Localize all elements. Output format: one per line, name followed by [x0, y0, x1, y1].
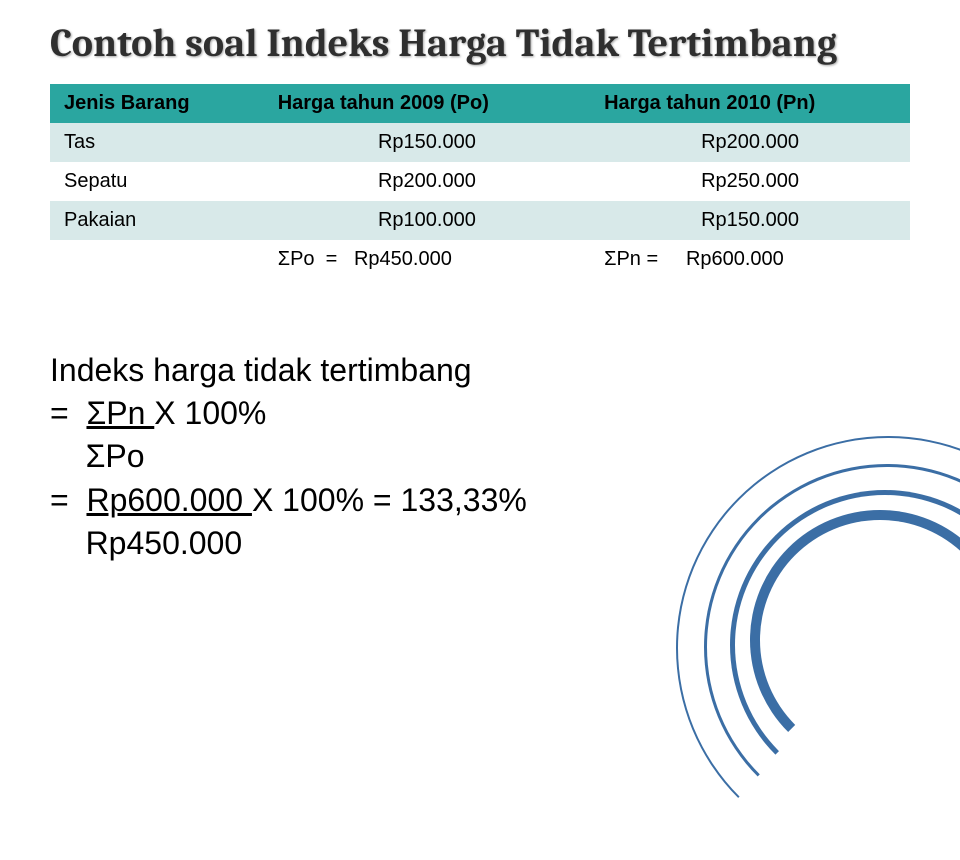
- table-sum-row: ΣPo = Rp450.000 ΣPn = Rp600.000: [50, 240, 910, 309]
- formula-block: Indeks harga tidak tertimbang = ΣPn X 10…: [50, 349, 910, 565]
- cell-po: Rp150.000: [264, 123, 590, 162]
- col-header-jenis: Jenis Barang: [50, 84, 264, 123]
- rest: X 100%: [154, 395, 266, 431]
- numerator: Rp600.000: [86, 482, 251, 518]
- cell-jenis: Tas: [50, 123, 264, 162]
- cell-jenis: [50, 240, 264, 309]
- rest: X 100% = 133,33%: [252, 482, 527, 518]
- cell-po: Rp200.000: [264, 162, 590, 201]
- formula-line1: Indeks harga tidak tertimbang: [50, 349, 910, 392]
- denominator: Rp450.000: [86, 525, 243, 561]
- denominator: ΣPo: [86, 438, 145, 474]
- formula-line5: Rp450.000: [50, 522, 910, 565]
- price-table: Jenis Barang Harga tahun 2009 (Po) Harga…: [50, 84, 910, 309]
- cell-jenis: Sepatu: [50, 162, 264, 201]
- eq-sign: =: [50, 395, 86, 431]
- eq-sign: =: [50, 482, 86, 518]
- page-title: Contoh soal Indeks Harga Tidak Tertimban…: [50, 20, 910, 66]
- formula-line4: = Rp600.000 X 100% = 133,33%: [50, 479, 910, 522]
- table-row: Sepatu Rp200.000 Rp250.000: [50, 162, 910, 201]
- col-header-pn: Harga tahun 2010 (Pn): [590, 84, 910, 123]
- pad: [50, 438, 86, 474]
- formula-line3: ΣPo: [50, 435, 910, 478]
- table-row: Tas Rp150.000 Rp200.000: [50, 123, 910, 162]
- table-row: Pakaian Rp100.000 Rp150.000: [50, 201, 910, 240]
- formula-line2: = ΣPn X 100%: [50, 392, 910, 435]
- cell-jenis: Pakaian: [50, 201, 264, 240]
- cell-po: Rp100.000: [264, 201, 590, 240]
- cell-sum-po: ΣPo = Rp450.000: [264, 240, 590, 309]
- table-header-row: Jenis Barang Harga tahun 2009 (Po) Harga…: [50, 84, 910, 123]
- col-header-po: Harga tahun 2009 (Po): [264, 84, 590, 123]
- pad: [50, 525, 86, 561]
- numerator: ΣPn: [86, 395, 154, 431]
- cell-pn: Rp150.000: [590, 201, 910, 240]
- cell-pn: Rp250.000: [590, 162, 910, 201]
- cell-sum-pn: ΣPn = Rp600.000: [590, 240, 910, 309]
- cell-pn: Rp200.000: [590, 123, 910, 162]
